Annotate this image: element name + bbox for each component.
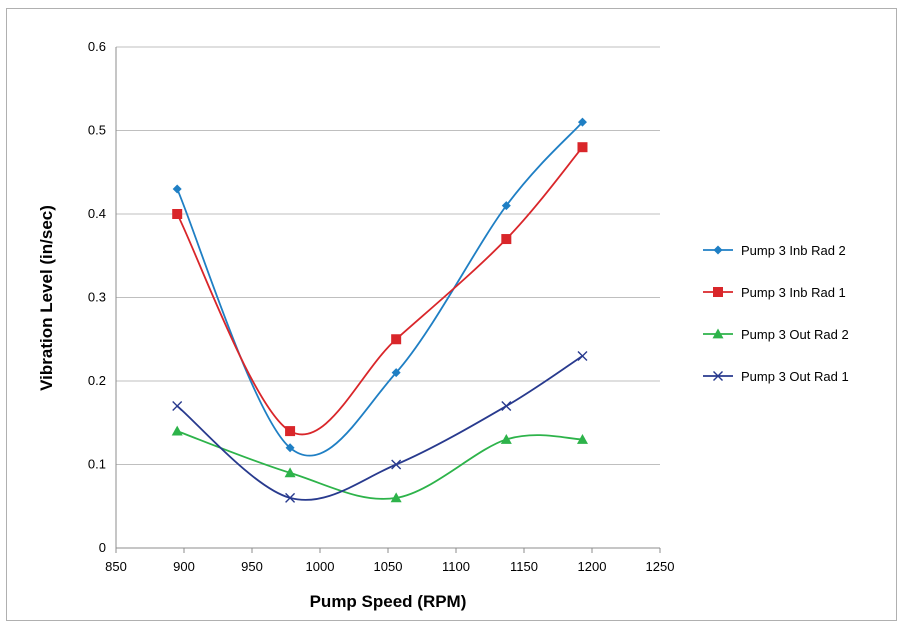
- data-point: [172, 184, 182, 194]
- legend-marker: [713, 245, 723, 255]
- data-point: [391, 459, 402, 470]
- data-point: [285, 426, 296, 437]
- legend-item: Pump 3 Inb Rad 1: [703, 285, 846, 300]
- legend-item: Pump 3 Inb Rad 2: [703, 243, 846, 258]
- series-3: [171, 425, 588, 503]
- data-point: [576, 433, 588, 444]
- legend-item: Pump 3 Out Rad 1: [703, 369, 849, 384]
- x-marker-stroke: [391, 459, 402, 470]
- legend-marker: [712, 328, 724, 339]
- y-tick-label: 0.3: [88, 290, 106, 305]
- series-4: [172, 350, 588, 503]
- x-marker-stroke: [501, 401, 512, 412]
- chart-border: [6, 8, 897, 621]
- data-point: [172, 209, 183, 219]
- data-point: [501, 201, 511, 211]
- x-tick-label: 1250: [646, 559, 675, 574]
- data-point: [577, 117, 587, 127]
- x-tick-label: 950: [241, 559, 263, 574]
- y-tick-label: 0.4: [88, 206, 106, 221]
- x-tick-label: 900: [173, 559, 195, 574]
- legend-marker: [713, 287, 723, 297]
- x-marker-stroke: [172, 401, 183, 412]
- legend-item: Pump 3 Out Rad 2: [703, 327, 849, 342]
- series-2: [172, 142, 588, 437]
- series-line: [176, 121, 584, 457]
- x-tick-label: 1150: [510, 559, 538, 574]
- data-point: [501, 234, 512, 245]
- axis-layer: 0 0.1 0.2 0.3 0.4 0.5 0.6 850 900 950 1000 1050 1100…: [88, 39, 675, 574]
- y-tick-label: 0.1: [88, 457, 106, 472]
- legend-marker: [713, 371, 723, 381]
- x-tick-label: 1000: [306, 559, 335, 574]
- y-tick-label: 0.5: [88, 123, 106, 138]
- x-tick-label: 1050: [374, 559, 403, 574]
- data-point: [500, 433, 512, 444]
- data-point: [391, 334, 402, 345]
- x-tick-label: 850: [105, 559, 127, 574]
- x-tick-label: 1100: [442, 559, 470, 574]
- series-layer: [171, 117, 588, 503]
- y-axis-title: Vibration Level (in/sec): [37, 205, 56, 391]
- x-marker-stroke: [285, 492, 296, 503]
- y-tick-label: 0.2: [88, 373, 106, 388]
- data-point: [391, 368, 401, 378]
- y-tick-label: 0.6: [88, 39, 106, 54]
- data-point: [577, 142, 588, 153]
- data-point: [285, 443, 295, 453]
- series-1: [172, 117, 587, 457]
- x-marker-stroke: [713, 371, 723, 381]
- series-line: [176, 355, 583, 501]
- legend-label: Pump 3 Out Rad 2: [741, 327, 849, 342]
- legend-label: Pump 3 Inb Rad 1: [741, 285, 846, 300]
- x-axis-title: Pump Speed (RPM): [310, 592, 467, 611]
- data-point: [171, 425, 183, 436]
- series-line: [176, 146, 584, 436]
- data-point: [285, 492, 296, 503]
- data-point: [501, 401, 512, 412]
- legend-label: Pump 3 Inb Rad 2: [741, 243, 846, 258]
- y-tick-label: 0: [99, 540, 106, 555]
- data-point: [577, 350, 588, 361]
- data-point: [284, 467, 296, 478]
- data-point: [390, 492, 402, 503]
- legend: Pump 3 Inb Rad 2 Pump 3 Inb Rad 1 Pump 3 O…: [703, 243, 849, 384]
- data-point: [172, 401, 183, 412]
- x-tick-label: 1200: [578, 559, 607, 574]
- x-marker-stroke: [577, 350, 588, 361]
- legend-label: Pump 3 Out Rad 1: [741, 369, 849, 384]
